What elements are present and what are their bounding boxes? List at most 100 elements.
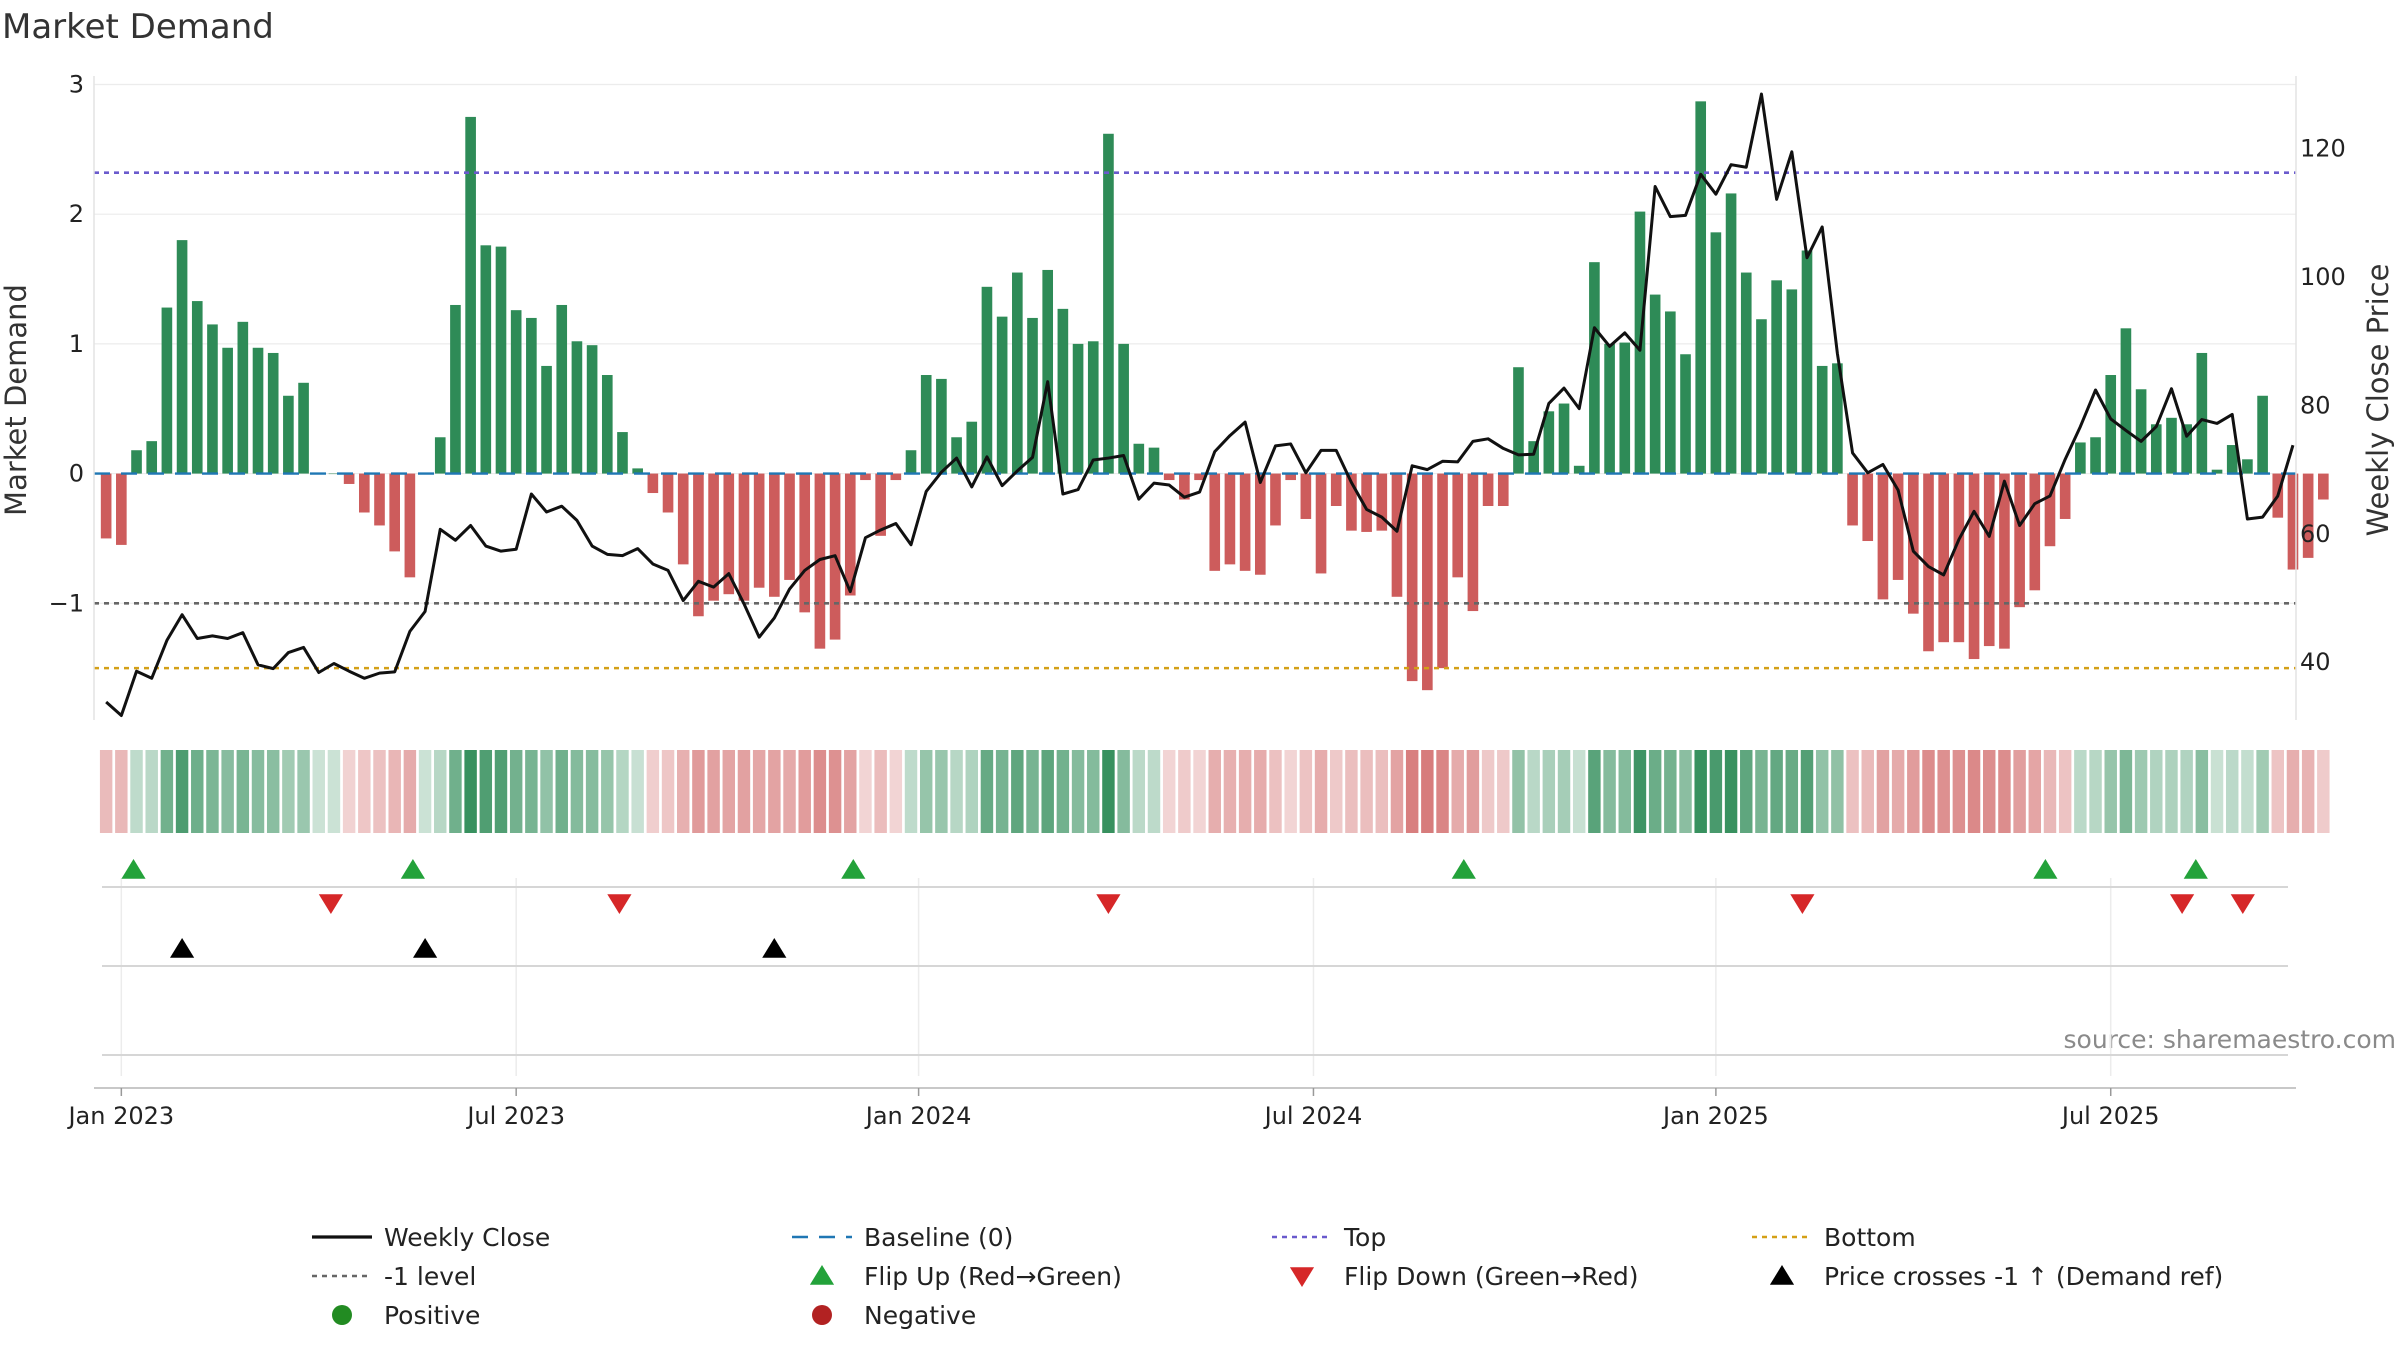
strip-cell <box>494 750 508 833</box>
demand-bar <box>1027 317 1038 474</box>
demand-bar <box>1816 365 1828 474</box>
flip-up-marker <box>400 859 425 879</box>
strip-cell <box>1436 750 1449 833</box>
demand-bar <box>283 395 294 474</box>
demand-bar <box>1467 473 1479 612</box>
strip-cell <box>160 750 174 833</box>
demand-bar <box>100 473 112 539</box>
strip-cell <box>1284 750 1297 833</box>
strip-cell <box>2013 750 2026 833</box>
demand-bar <box>1012 272 1023 474</box>
demand-bar <box>495 246 507 474</box>
price-cross-marker <box>762 938 787 958</box>
strip-cell <box>677 750 690 833</box>
strip-cell <box>115 750 128 833</box>
strip-cell <box>555 750 568 833</box>
demand-bar <box>571 341 583 474</box>
demand-bar <box>1422 473 1433 691</box>
strip-cell <box>1299 750 1313 833</box>
demand-bar <box>1391 473 1403 597</box>
demand-bar <box>875 473 886 536</box>
demand-bar <box>2075 442 2086 474</box>
strip-cell <box>904 750 918 833</box>
demand-bar <box>161 307 173 474</box>
strip-cell <box>358 750 371 833</box>
demand-bar <box>1923 473 1934 652</box>
strip-cell <box>221 750 234 833</box>
strip-cell <box>1709 750 1723 833</box>
demand-bar <box>1163 473 1175 481</box>
strip-cell <box>798 750 811 833</box>
strip-cell <box>1648 750 1662 833</box>
demand-bar <box>1862 473 1874 542</box>
y-axis-right-label: Weekly Close Price <box>2361 264 2395 537</box>
demand-bars <box>100 101 2329 691</box>
legend-swatch <box>812 1305 832 1325</box>
legend-item-price-crosses-1-demand-ref: Price crosses -1 ↑ (Demand ref) <box>1769 1262 2223 1291</box>
demand-bar <box>996 316 1008 474</box>
strip-cell <box>2195 750 2209 833</box>
demand-bar <box>632 468 643 474</box>
legend-item-bottom: Bottom <box>1752 1223 1916 1252</box>
strip-cell <box>1193 750 1206 833</box>
legend-item-flip-up-red-green: Flip Up (Red→Green) <box>809 1262 1122 1291</box>
strip-cell <box>889 750 903 833</box>
demand-heat-strip <box>99 750 2330 833</box>
strip-cell <box>601 750 614 833</box>
y-tick-left-label: 0 <box>69 460 84 488</box>
demand-bar <box>465 116 476 474</box>
strip-cell <box>525 750 538 833</box>
demand-bar <box>146 441 158 474</box>
strip-cell <box>1724 750 1738 833</box>
legend-item-1-level: -1 level <box>312 1262 476 1291</box>
strip-cell <box>2150 750 2163 833</box>
strip-cell <box>1572 750 1586 833</box>
strip-cell <box>2271 750 2284 833</box>
flip-up-marker <box>121 859 146 879</box>
legend-label: Baseline (0) <box>864 1223 1013 1252</box>
demand-bar <box>328 473 340 475</box>
y-tick-left-label: 1 <box>69 330 84 358</box>
y-tick-right-label: 80 <box>2300 391 2331 419</box>
strip-cell <box>1983 750 1996 833</box>
strip-cell <box>1861 750 1874 833</box>
legend-label: -1 level <box>384 1262 476 1291</box>
flip-down-marker <box>1790 894 1815 914</box>
demand-bar <box>677 473 689 565</box>
strip-cell <box>251 750 265 833</box>
demand-bar <box>601 375 613 474</box>
demand-bar <box>1619 342 1631 474</box>
strip-cell <box>646 750 660 833</box>
demand-bar <box>116 473 127 545</box>
demand-bar <box>404 473 416 578</box>
strip-cell <box>2256 750 2269 833</box>
strip-cell <box>1557 750 1571 833</box>
strip-cell <box>1451 750 1464 833</box>
demand-bar <box>2150 424 2162 474</box>
strip-cell <box>1998 750 2011 833</box>
strip-cell <box>1497 750 1510 833</box>
strip-cell <box>1815 750 1829 833</box>
demand-bar <box>526 317 537 474</box>
demand-bar <box>2181 424 2192 474</box>
strip-cell <box>540 750 553 833</box>
legend-label: Top <box>1343 1223 1386 1252</box>
strip-cell <box>1831 750 1844 833</box>
y-tick-left-label: 3 <box>69 70 84 98</box>
strip-cell <box>1481 750 1495 833</box>
price-cross-marker <box>170 938 195 958</box>
demand-bar <box>1148 447 1160 474</box>
demand-bar <box>1194 473 1205 481</box>
demand-bar <box>844 473 856 596</box>
demand-bar <box>1482 473 1494 506</box>
strip-cell <box>1937 750 1950 833</box>
chart-title: Market Demand <box>2 7 274 47</box>
demand-bar <box>1361 473 1372 532</box>
demand-bar <box>2014 473 2025 608</box>
x-tick-label: Jul 2025 <box>2060 1102 2160 1130</box>
legend-label: Positive <box>384 1301 480 1330</box>
demand-bar <box>860 473 871 481</box>
demand-bar <box>799 473 811 613</box>
axes: 3 2 1 0 −1 120 100 80 60 40 Jan 2023 Jul 2023 Jan 20… <box>49 70 2346 1130</box>
strip-cell <box>191 750 204 833</box>
